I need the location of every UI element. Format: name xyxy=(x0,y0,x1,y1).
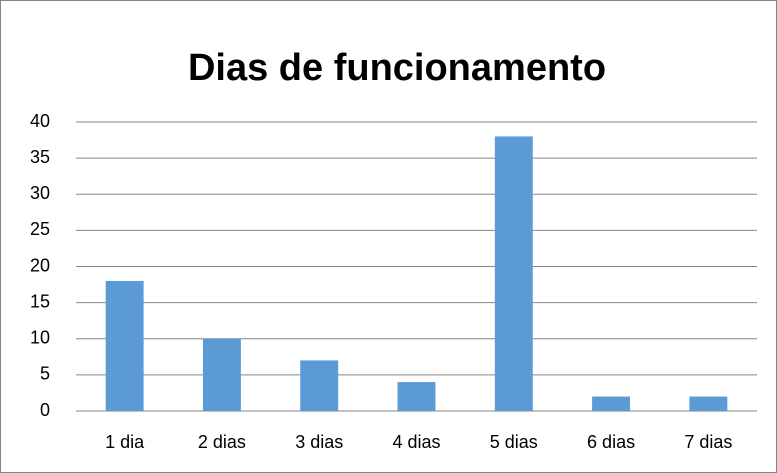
x-tick-label: 6 dias xyxy=(587,432,635,452)
bar xyxy=(397,382,436,411)
y-tick-label: 25 xyxy=(30,219,50,239)
y-tick-label: 35 xyxy=(30,147,50,167)
bar xyxy=(494,136,533,411)
y-tick-label: 10 xyxy=(30,328,50,348)
y-tick-label: 15 xyxy=(30,291,50,311)
x-tick-label: 3 dias xyxy=(295,432,343,452)
bar xyxy=(592,396,631,411)
x-tick-label: 7 dias xyxy=(684,432,732,452)
y-tick-label: 20 xyxy=(30,255,50,275)
y-tick-label: 30 xyxy=(30,183,50,203)
x-tick-label: 5 dias xyxy=(490,432,538,452)
bar xyxy=(202,338,241,411)
y-tick-label: 5 xyxy=(40,364,50,384)
chart-title: Dias de funcionamento xyxy=(188,47,606,89)
x-tick-label: 2 dias xyxy=(198,432,246,452)
y-tick-label: 0 xyxy=(40,400,50,420)
y-tick-label: 40 xyxy=(30,111,50,131)
x-tick-label: 4 dias xyxy=(392,432,440,452)
x-tick-label: 1 dia xyxy=(105,432,145,452)
bar xyxy=(300,360,339,411)
bar xyxy=(105,280,144,411)
bar xyxy=(689,396,728,411)
